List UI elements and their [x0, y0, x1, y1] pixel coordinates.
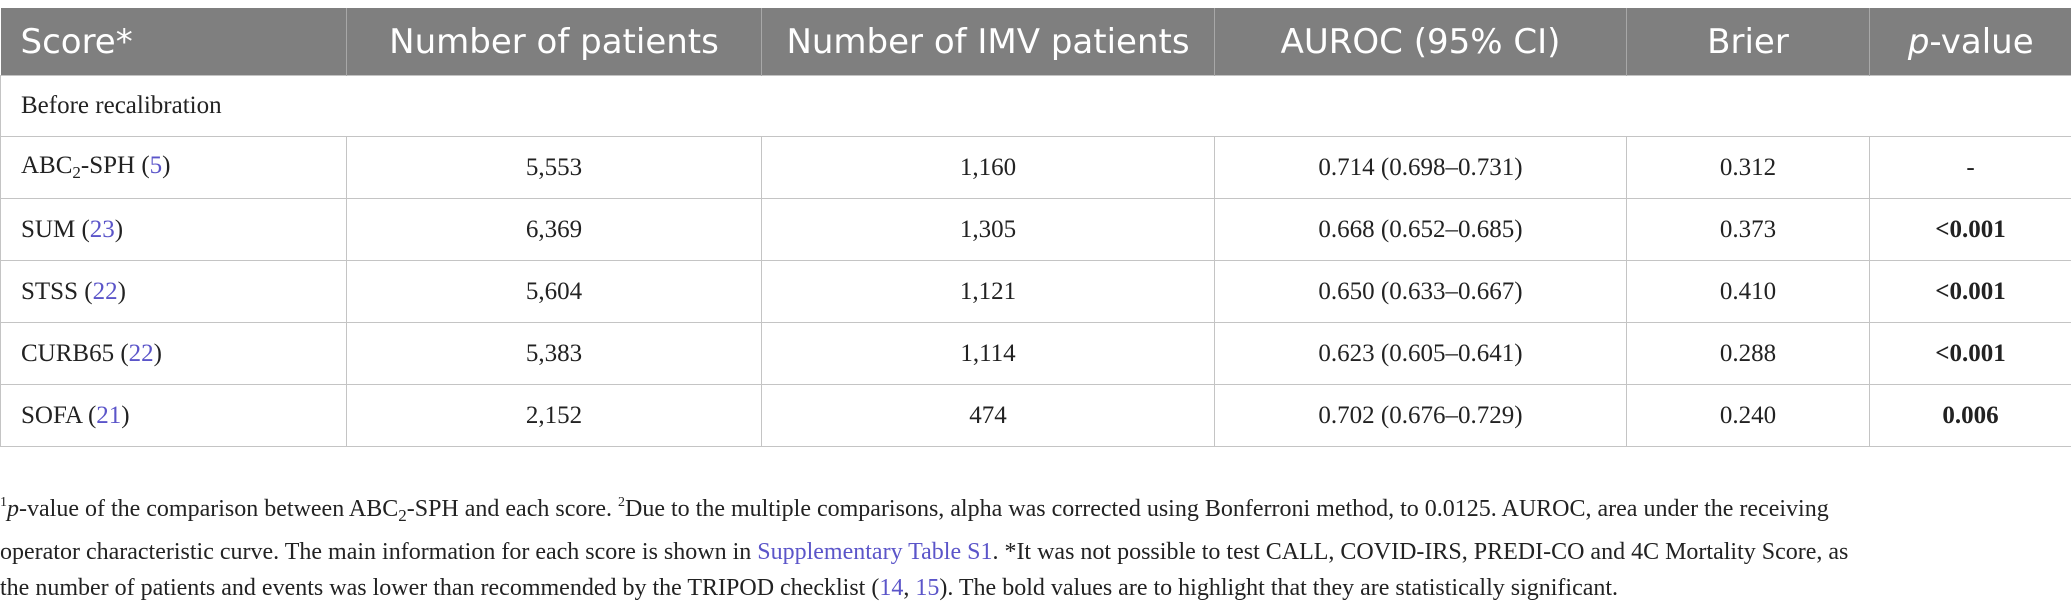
cell-patients: 5,553	[347, 137, 762, 199]
reference-link[interactable]: 5	[150, 152, 163, 179]
cell-score: SOFA (21)	[1, 385, 347, 447]
col-header-brier: Brier	[1627, 8, 1870, 76]
footnote-sub: 2	[398, 506, 407, 525]
col-header-pvalue: p-value	[1870, 8, 2071, 76]
cell-imv-patients: 1,114	[762, 323, 1215, 385]
cell-score: CURB65 (22)	[1, 323, 347, 385]
pvalue-suffix: -value	[1929, 22, 2033, 62]
footnote-text: the number of patients and events was lo…	[0, 575, 879, 601]
cell-score: STSS (22)	[1, 261, 347, 323]
p-italic: p	[1908, 22, 1930, 62]
header-row: Score* Number of patients Number of IMV …	[1, 8, 2071, 76]
score-subscript: 2	[72, 163, 81, 182]
score-name: SUM	[21, 216, 75, 243]
cell-brier: 0.410	[1627, 261, 1870, 323]
footnote-line-1: 1p-value of the comparison between ABC2-…	[0, 485, 2071, 534]
score-suffix: -SPH	[81, 152, 135, 179]
footnote-sup: 1	[0, 495, 7, 510]
score-name: CURB65	[21, 340, 114, 367]
col-header-auroc: AUROC (95% CI)	[1215, 8, 1627, 76]
reference-link[interactable]: 23	[90, 216, 115, 243]
footnote-text: -SPH and each score.	[407, 496, 618, 522]
cell-brier: 0.240	[1627, 385, 1870, 447]
cell-imv-patients: 1,121	[762, 261, 1215, 323]
cell-brier: 0.312	[1627, 137, 1870, 199]
footnote-line-3: the number of patients and events was lo…	[0, 570, 2071, 606]
cell-auroc: 0.714 (0.698–0.731)	[1215, 137, 1627, 199]
cell-score: ABC2-SPH (5)	[1, 137, 347, 199]
footnote-sup: 2	[618, 495, 625, 510]
reference-link[interactable]: 21	[96, 402, 121, 429]
cell-brier: 0.373	[1627, 199, 1870, 261]
cell-auroc: 0.702 (0.676–0.729)	[1215, 385, 1627, 447]
score-name: ABC	[21, 152, 72, 179]
reference-link[interactable]: 15	[915, 575, 939, 601]
score-name: SOFA	[21, 402, 82, 429]
col-header-score: Score*	[1, 8, 347, 76]
footnote-text: Due to the multiple comparisons, alpha w…	[625, 496, 1829, 522]
reference-link[interactable]: 22	[129, 340, 154, 367]
cell-patients: 2,152	[347, 385, 762, 447]
cell-pvalue: <0.001	[1870, 323, 2071, 385]
cell-imv-patients: 1,305	[762, 199, 1215, 261]
table-footnote: 1p-value of the comparison between ABC2-…	[0, 485, 2071, 606]
score-name: STSS	[21, 278, 78, 305]
section-row: Before recalibration	[1, 76, 2071, 137]
cell-brier: 0.288	[1627, 323, 1870, 385]
reference-link[interactable]: 14	[879, 575, 903, 601]
col-header-patients: Number of patients	[347, 8, 762, 76]
cell-patients: 5,383	[347, 323, 762, 385]
cell-pvalue: <0.001	[1870, 199, 2071, 261]
footnote-text: operator characteristic curve. The main …	[0, 539, 757, 565]
results-table: Score* Number of patients Number of IMV …	[0, 8, 2071, 447]
cell-imv-patients: 474	[762, 385, 1215, 447]
cell-pvalue: 0.006	[1870, 385, 2071, 447]
cell-pvalue: <0.001	[1870, 261, 2071, 323]
footnote-text: ,	[903, 575, 915, 601]
footnote-text: -value of the comparison between ABC	[19, 496, 398, 522]
cell-auroc: 0.650 (0.633–0.667)	[1215, 261, 1627, 323]
cell-auroc: 0.623 (0.605–0.641)	[1215, 323, 1627, 385]
cell-auroc: 0.668 (0.652–0.685)	[1215, 199, 1627, 261]
col-header-imv-patients: Number of IMV patients	[762, 8, 1215, 76]
cell-score: SUM (23)	[1, 199, 347, 261]
footnote-text: . *It was not possible to test CALL, COV…	[992, 539, 1848, 565]
cell-imv-patients: 1,160	[762, 137, 1215, 199]
cell-patients: 6,369	[347, 199, 762, 261]
footnote-p: p	[7, 496, 19, 522]
footnote-text: ). The bold values are to highlight that…	[939, 575, 1618, 601]
footnote-line-2: operator characteristic curve. The main …	[0, 534, 2071, 570]
supplementary-table-link[interactable]: Supplementary Table S1	[757, 539, 992, 565]
cell-patients: 5,604	[347, 261, 762, 323]
reference-link[interactable]: 22	[93, 278, 118, 305]
cell-pvalue: -	[1870, 137, 2071, 199]
section-label: Before recalibration	[1, 76, 2071, 137]
